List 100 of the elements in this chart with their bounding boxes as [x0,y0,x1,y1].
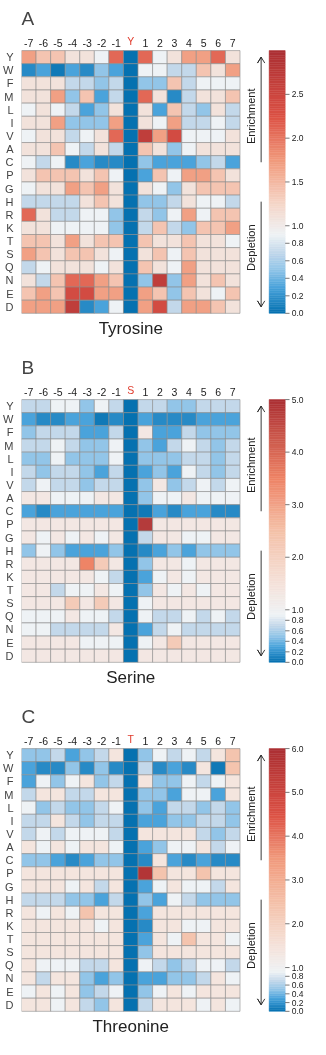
x-tick-label: 6 [215,37,222,50]
text: Depletion [244,922,257,969]
x-tick-label: T [127,733,135,746]
y-tick-label: A [6,492,15,505]
color-bar-label: 1.0 [291,604,304,615]
x-tick-label: -5 [53,735,63,748]
color-bar-label: 0.2 [291,997,304,1008]
color-bar-label: 0.6 [291,255,304,266]
x-tick-label: -2 [96,386,107,399]
color-bar-label: 0.6 [291,625,304,636]
x-tick-label: 1 [142,386,149,399]
color-bar-label: 3.0 [291,874,304,885]
color-bar-label: 6.0 [291,743,304,754]
y-tick-label: V [6,827,15,840]
color-bar-label: 2.0 [291,133,304,144]
x-tick-label: 6 [215,735,222,748]
y-tick-label: S [6,946,14,959]
x-tick-label: 5 [200,37,207,50]
y-tick-label: V [6,129,15,142]
color-bar-label: 4.0 [291,447,304,458]
x-tick-label: -7 [24,735,34,748]
y-tick-label: T [6,235,14,248]
x-tick-label: -4 [67,37,78,50]
x-tick-label: -1 [111,386,122,399]
y-tick-label: K [6,919,15,932]
x-tick-label: 4 [186,37,193,50]
x-tick-label: 7 [229,735,236,748]
y-tick-label: Y [6,51,15,64]
y-tick-label: R [5,208,14,221]
y-tick-label: G [4,880,14,893]
x-tick-label: -6 [38,735,49,748]
y-tick-label: G [4,531,14,544]
x-tick-label: -7 [24,37,34,50]
y-tick-label: W [3,413,15,426]
y-tick-label: K [6,221,15,234]
x-axis-title: Threonine [92,1016,170,1036]
y-tick-label: P [6,867,14,880]
x-tick-label: -2 [96,37,107,50]
y-tick-label: S [6,248,14,261]
color-bar-label: 2.0 [291,918,304,929]
x-tick-label: -5 [53,37,63,50]
color-bar-label: 2.5 [291,89,304,100]
y-tick-label: C [5,505,14,518]
y-tick-label: P [6,518,14,531]
x-tick-label: -5 [53,386,63,399]
y-tick-label: E [6,985,14,998]
color-bar-label: 0.8 [291,238,304,249]
x-tick-label: -1 [111,735,122,748]
y-tick-label: R [5,557,14,570]
color-bar-label: 1.0 [291,220,304,231]
x-tick-label: -4 [67,386,78,399]
color-bar-label: 0.2 [291,290,304,301]
x-tick-label: 7 [229,386,236,399]
y-tick-label: D [5,998,14,1011]
color-bar-label: 2.0 [291,552,304,563]
y-tick-label: E [6,287,14,300]
x-tick-label: -4 [67,735,78,748]
x-tick-label: Y [127,35,135,48]
y-tick-label: T [6,584,14,597]
y-tick-label: Q [4,261,14,274]
color-bar-label: 1.0 [291,962,304,973]
color-bar-label: 0.6 [291,980,304,991]
x-tick-label: -3 [82,386,92,399]
y-tick-label: W [3,762,15,775]
y-tick-label: L [7,452,14,465]
color-bar-label: 0.8 [291,615,304,626]
x-tick-label: 3 [171,735,178,748]
y-tick-label: Q [4,959,14,972]
color-bar-label: 1.5 [291,176,304,187]
chart-title: B [21,356,35,378]
color-bar-label: 0.8 [291,971,304,982]
y-tick-label: M [4,90,14,103]
y-tick-label: R [5,906,14,919]
color-bar-label: 0.4 [291,636,304,647]
y-tick-label: C [5,156,14,169]
y-tick-label: M [4,788,14,801]
color-bar-label: 0.0 [291,1006,304,1017]
x-tick-label: 2 [156,37,163,50]
y-tick-label: Q [4,610,14,623]
color-bar-label: 0.0 [291,657,304,668]
text: Enrichment [244,786,257,843]
color-bar-label: 0.2 [291,646,304,657]
y-tick-label: L [7,103,14,116]
y-tick-label: H [5,544,14,557]
x-tick-label: 3 [171,37,178,50]
y-tick-label: S [6,597,14,610]
x-tick-label: -6 [38,386,49,399]
x-tick-label: -3 [82,37,92,50]
y-tick-label: I [10,465,14,478]
x-tick-label: -2 [96,735,107,748]
y-tick-label: M [4,439,14,452]
x-tick-label: -3 [82,735,92,748]
x-axis-title: Serine [106,667,156,687]
y-tick-label: A [6,841,15,854]
x-tick-label: 7 [229,37,236,50]
y-tick-label: E [6,636,14,649]
y-tick-label: P [6,169,14,182]
color-bar-label: 0.4 [291,988,304,999]
y-tick-label: D [5,649,14,662]
y-tick-label: Y [6,749,15,762]
